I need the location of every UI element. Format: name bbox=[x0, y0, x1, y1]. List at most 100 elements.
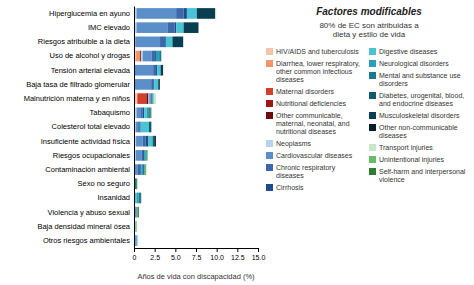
y-tick: Violencia y abuso sexual bbox=[48, 208, 131, 217]
bar bbox=[151, 93, 153, 104]
tick-label: 0 bbox=[133, 254, 137, 261]
bar bbox=[161, 51, 162, 62]
legend: HIV/AIDS and tuberculosisDiarrhea, lower… bbox=[266, 48, 466, 191]
legend-label: Transport injuries bbox=[379, 144, 433, 152]
bar bbox=[184, 22, 199, 33]
bar bbox=[159, 79, 160, 90]
category-label: Otros riesgos ambientales bbox=[43, 236, 130, 245]
bar bbox=[137, 235, 138, 246]
bar bbox=[159, 79, 160, 90]
legend-swatch bbox=[369, 72, 376, 79]
bar bbox=[135, 221, 136, 232]
axis-domain bbox=[135, 249, 259, 253]
bar bbox=[158, 79, 160, 90]
bar bbox=[137, 207, 139, 218]
bar bbox=[144, 107, 146, 118]
bar bbox=[149, 122, 151, 133]
bar bbox=[159, 51, 161, 62]
bar bbox=[166, 37, 173, 48]
y-tick: Insanidad bbox=[97, 193, 130, 202]
bar bbox=[149, 107, 150, 118]
bar-series bbox=[154, 8, 216, 104]
bar bbox=[161, 51, 162, 62]
legend-label-line: HIV/AIDS and tuberculosis bbox=[276, 48, 359, 55]
bar bbox=[183, 37, 184, 48]
bar bbox=[149, 107, 150, 118]
bar bbox=[155, 93, 156, 104]
legend-label: Nutritional deficiencies bbox=[276, 100, 347, 107]
x-axis: 02.55.07.510.012.515.0 bbox=[133, 248, 266, 261]
x-axis-label: Años de vida con discapacidad (%) bbox=[137, 272, 255, 281]
legend-item: Cirrhosis bbox=[266, 184, 304, 191]
bar bbox=[141, 193, 142, 204]
legend-label: Maternal disorders bbox=[276, 88, 334, 95]
bar bbox=[156, 65, 157, 76]
bar bbox=[137, 235, 138, 246]
bar bbox=[146, 150, 147, 161]
tick-mark bbox=[258, 248, 259, 252]
legend-swatch bbox=[266, 100, 273, 107]
bar-series bbox=[136, 150, 148, 232]
bar bbox=[136, 235, 138, 246]
bar bbox=[151, 122, 152, 133]
bar bbox=[138, 122, 139, 133]
legend-item: Musculoskeletal disorders bbox=[369, 112, 460, 119]
bar bbox=[141, 150, 143, 161]
legend-label-line: Self-harm and interpersonal bbox=[379, 168, 466, 176]
legend-label-line: Maternal disorders bbox=[276, 88, 334, 95]
bar bbox=[155, 93, 156, 104]
legend-swatch bbox=[266, 140, 273, 147]
subtitle-line: 80% de EC son atribuidas a bbox=[319, 21, 419, 30]
bar-series bbox=[134, 8, 176, 246]
tick-mark bbox=[175, 248, 176, 252]
legend-item: Neoplasms bbox=[266, 140, 312, 148]
y-tick: Otros riesgos ambientales bbox=[43, 236, 130, 245]
bar bbox=[135, 221, 136, 232]
bar bbox=[135, 65, 153, 76]
y-tick: Colesterol total elevado bbox=[52, 122, 130, 131]
legend-label: Other non-communicablediseases bbox=[379, 124, 458, 139]
bar bbox=[198, 22, 199, 33]
category-label: Uso de alcohol y drogas bbox=[50, 51, 131, 60]
bar bbox=[140, 51, 141, 62]
bar bbox=[176, 22, 183, 33]
chart: 02.55.07.510.012.515.0Hiperglucemia en a… bbox=[0, 0, 474, 285]
bar bbox=[172, 37, 183, 48]
bar bbox=[156, 51, 159, 62]
bar bbox=[154, 79, 158, 90]
bar bbox=[144, 164, 146, 175]
bar bbox=[198, 22, 199, 33]
bar bbox=[135, 37, 160, 48]
bar bbox=[216, 8, 217, 19]
bar bbox=[144, 164, 145, 175]
bar bbox=[151, 122, 152, 133]
legend-label-line: Diabetes, urogenital, blood, bbox=[379, 92, 464, 100]
bar bbox=[144, 164, 145, 175]
category-label: Riesgos ocupacionales bbox=[53, 151, 130, 160]
tick-label: 5.0 bbox=[171, 254, 181, 261]
bar bbox=[161, 65, 163, 76]
bar bbox=[136, 207, 137, 218]
bar bbox=[136, 207, 137, 218]
legend-item: Neurological disorders bbox=[369, 60, 449, 68]
bar bbox=[137, 235, 138, 246]
legend-label-line: disorders bbox=[379, 80, 408, 87]
legend-label: Unintentional injuries bbox=[379, 156, 444, 164]
bar bbox=[160, 37, 165, 48]
legend-label: Musculoskeletal disorders bbox=[379, 112, 460, 119]
bar bbox=[143, 164, 145, 175]
legend-label-line: Musculoskeletal disorders bbox=[379, 112, 460, 119]
bar bbox=[155, 136, 156, 147]
legend-label-line: Nutritional deficiencies bbox=[276, 100, 347, 107]
bar-series bbox=[136, 51, 140, 62]
legend-swatch bbox=[266, 152, 273, 159]
legend-item: Nutritional deficiencies bbox=[266, 100, 347, 107]
bar bbox=[136, 122, 138, 133]
bar bbox=[151, 122, 152, 133]
bar bbox=[183, 37, 184, 48]
bar bbox=[147, 107, 149, 118]
bar bbox=[135, 221, 136, 232]
bar bbox=[141, 164, 143, 175]
bar bbox=[143, 107, 145, 118]
bar bbox=[137, 235, 138, 246]
